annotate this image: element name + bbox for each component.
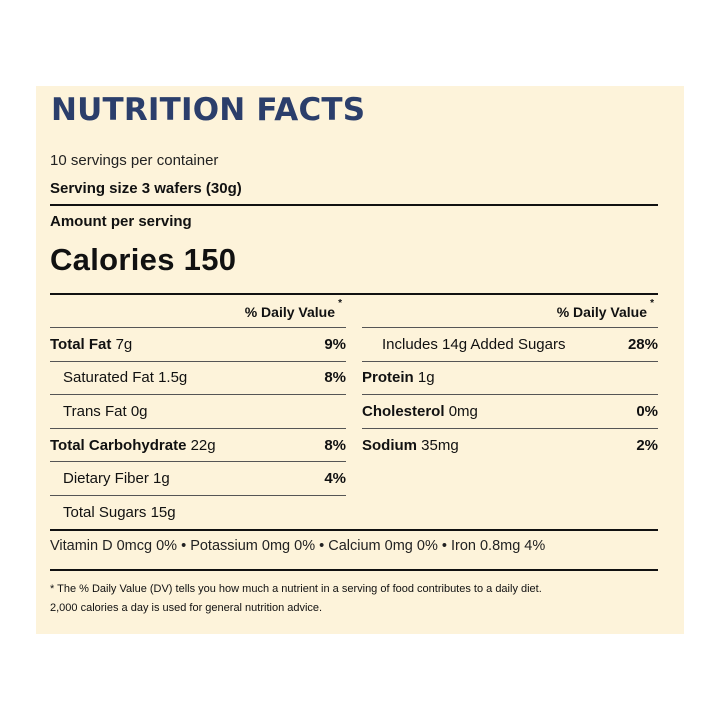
nutrient-label: Total Sugars <box>63 503 147 521</box>
nutrient-percent: 0% <box>636 402 658 420</box>
divider <box>50 569 658 571</box>
nutrient-label: Total Fat <box>50 335 112 353</box>
nutrient-column-left: % Daily Value * Total Fat 7g 9% Saturate… <box>50 295 346 529</box>
nutrient-label: Cholesterol <box>362 402 445 420</box>
nutrient-percent: 2% <box>636 436 658 454</box>
amount-per-serving: Amount per serving <box>50 213 192 230</box>
nutrient-label: Total Carbohydrate <box>50 436 187 454</box>
nutrient-amount: 22g <box>190 436 216 454</box>
nutrient-row-protein: Protein 1g <box>362 360 658 395</box>
daily-value-asterisk: * <box>338 298 342 309</box>
nutrient-row-trans-fat: Trans Fat 0g <box>50 394 346 428</box>
servings-per-container: 10 servings per container <box>50 152 219 169</box>
nutrient-percent: 9% <box>324 335 346 353</box>
nutrient-column-right: % Daily Value * Includes 14g Added Sugar… <box>362 295 658 461</box>
nutrient-amount: 15g <box>150 503 176 521</box>
daily-value-label: % Daily Value <box>244 304 335 320</box>
nutrient-label: Sodium <box>362 436 417 454</box>
nutrient-row-added-sugars: Includes 14g Added Sugars 28% <box>362 327 658 361</box>
daily-value-header: % Daily Value * <box>362 295 658 327</box>
vitamins-minerals: Vitamin D 0mcg 0% • Potassium 0mg 0% • C… <box>50 538 546 554</box>
nutrient-row-total-fat: Total Fat 7g 9% <box>50 327 346 361</box>
nutrient-row-total-sugars: Total Sugars 15g <box>50 494 346 529</box>
nutrient-amount: 7g <box>115 335 133 353</box>
divider <box>50 204 658 206</box>
nutrient-label: Protein <box>362 369 414 387</box>
nutrient-percent: 8% <box>324 369 346 387</box>
daily-value-label: % Daily Value <box>556 304 647 320</box>
nutrient-label: Saturated Fat <box>63 369 154 387</box>
nutrient-percent: 28% <box>627 335 658 353</box>
panel-title: NUTRITION FACTS <box>51 92 366 128</box>
nutrient-row-saturated-fat: Saturated Fat 1.5g 8% <box>50 360 346 395</box>
daily-value-footnote: * The % Daily Value (DV) tells you how m… <box>50 580 658 618</box>
serving-size: Serving size 3 wafers (30g) <box>50 180 242 197</box>
nutrient-label: Dietary Fiber <box>63 470 149 488</box>
nutrient-amount: 1g <box>153 470 170 488</box>
nutrient-percent: 4% <box>324 470 346 488</box>
nutrient-row-total-carbohydrate: Total Carbohydrate 22g 8% <box>50 427 346 462</box>
nutrient-label: Trans Fat <box>63 402 127 420</box>
nutrient-amount: 35mg <box>421 436 459 454</box>
footnote-line: 2,000 calories a day is used for general… <box>50 602 323 614</box>
divider <box>50 293 658 295</box>
divider <box>50 529 658 531</box>
daily-value-header: % Daily Value * <box>50 295 346 327</box>
nutrient-percent: 8% <box>324 436 346 454</box>
nutrient-row-dietary-fiber: Dietary Fiber 1g 4% <box>50 461 346 495</box>
nutrient-amount: 1g <box>417 369 435 387</box>
footnote-line: * The % Daily Value (DV) tells you how m… <box>50 583 542 595</box>
nutrient-amount: 0mg <box>448 402 478 420</box>
daily-value-asterisk: * <box>650 298 654 309</box>
nutrient-label: Includes 14g Added Sugars <box>382 335 566 353</box>
calories: Calories 150 <box>50 242 237 277</box>
nutrient-amount: 0g <box>130 402 148 420</box>
nutrition-facts-panel: NUTRITION FACTS 10 servings per containe… <box>36 86 684 634</box>
nutrient-row-cholesterol: Cholesterol 0mg 0% <box>362 394 658 428</box>
nutrient-amount: 1.5g <box>158 369 188 387</box>
nutrient-row-sodium: Sodium 35mg 2% <box>362 427 658 462</box>
